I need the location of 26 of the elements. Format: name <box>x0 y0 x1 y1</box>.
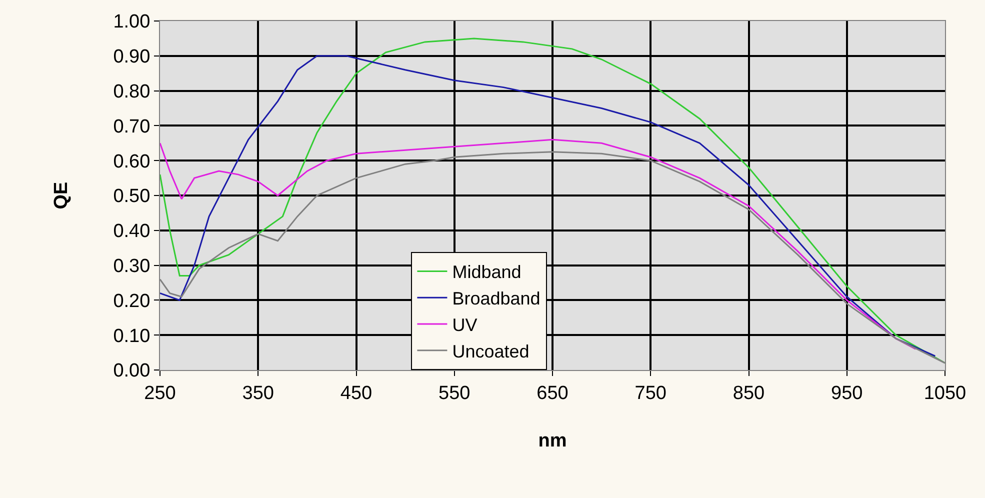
y-tick-label: 0.10 <box>113 326 150 347</box>
x-tick-label: 450 <box>340 382 372 404</box>
y-tick-label: 0.30 <box>113 256 150 277</box>
y-tick-label: 0.90 <box>113 46 150 68</box>
y-tick-label: 0.60 <box>113 151 150 172</box>
legend-label: UV <box>452 315 478 336</box>
x-tick-label: 750 <box>634 382 666 404</box>
x-tick-label: 650 <box>536 382 568 404</box>
y-tick-label: 0.70 <box>113 116 150 138</box>
x-tick-label: 250 <box>144 382 176 404</box>
x-tick-label: 950 <box>831 382 863 404</box>
x-tick-label: 1050 <box>924 382 966 404</box>
y-tick-label: 0.40 <box>113 221 150 242</box>
y-tick-label: 0.80 <box>113 81 150 102</box>
x-tick-label: 850 <box>732 382 765 404</box>
y-tick-label: 0.00 <box>113 360 150 382</box>
x-axis-title: nm <box>538 430 567 452</box>
legend-label: Midband <box>452 262 522 282</box>
legend-label: Uncoated <box>452 341 530 362</box>
y-tick-label: 1.00 <box>113 12 150 33</box>
y-axis-title: QE <box>51 182 72 210</box>
y-tick-label: 0.50 <box>113 186 150 208</box>
x-tick-label: 350 <box>242 382 274 404</box>
x-tick-label: 550 <box>438 382 470 404</box>
y-tick-label: 0.20 <box>113 290 150 312</box>
legend-label: Broadband <box>452 288 540 309</box>
